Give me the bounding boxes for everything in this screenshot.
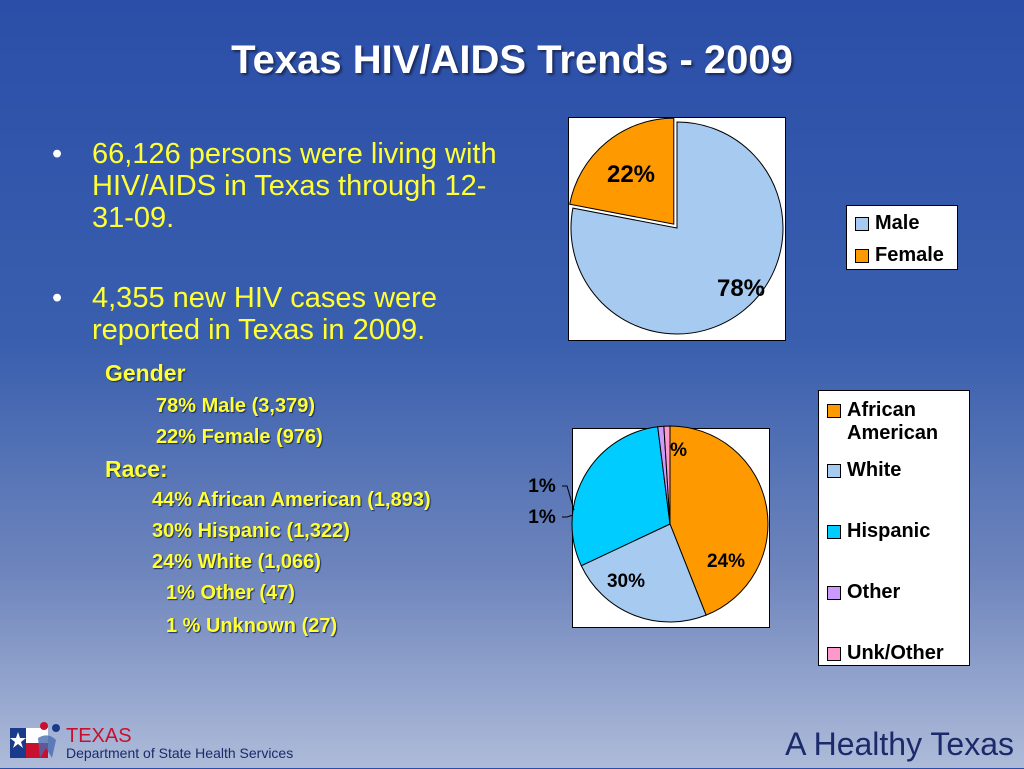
leader-line-other xyxy=(562,485,575,511)
legend-item-hispanic: Hispanic xyxy=(827,520,930,543)
gender-pie-chart-box: 78% 22% xyxy=(568,117,786,341)
race-pie-chart: 44%24%30%1%1% xyxy=(528,425,769,623)
gender-heading: Gender xyxy=(105,360,186,386)
pie-slice-white xyxy=(580,523,707,623)
org-state: TEXAS xyxy=(66,725,132,747)
texas-flag-people-logo-icon: TEXAS Department of State Health Service… xyxy=(10,722,293,761)
legend-label-unk-other: Unk/Other xyxy=(847,642,944,664)
legend-item-other: Other xyxy=(827,581,900,604)
legend-label-hispanic: Hispanic xyxy=(847,520,931,542)
bullet-new-cases: • 4,355 new HIV cases were reported in T… xyxy=(52,282,512,346)
pie-label-unk-other: 1% xyxy=(528,507,556,528)
bullet-living: • 66,126 persons were living with HIV/AI… xyxy=(52,138,512,234)
race-line-hispanic: 30% Hispanic (1,322) xyxy=(152,520,350,542)
gender-legend: Male Female xyxy=(846,205,958,270)
legend-swatch-african-american xyxy=(827,404,841,418)
legend-item-female: Female xyxy=(855,244,944,267)
pie-slice-unk-other xyxy=(663,425,671,525)
legend-swatch-unk-other xyxy=(827,647,841,661)
legend-swatch-hispanic xyxy=(827,525,841,539)
pie-label-female: 22% xyxy=(607,161,655,188)
legend-label-white: White xyxy=(847,459,902,481)
org-name: Department of State Health Services xyxy=(66,745,293,761)
race-heading: Race: xyxy=(105,456,168,482)
tagline: A Healthy Texas xyxy=(785,726,1014,762)
legend-swatch-female xyxy=(855,249,869,263)
legend-swatch-white xyxy=(827,464,841,478)
legend-item-male: Male xyxy=(855,212,919,235)
race-line-unknown: 1 % Unknown (27) xyxy=(166,615,338,637)
gender-female-line: 22% Female (976) xyxy=(156,426,323,448)
legend-swatch-other xyxy=(827,586,841,600)
legend-label-male: Male xyxy=(875,212,920,234)
bullet-dot: • xyxy=(52,138,63,170)
dshs-logo: TEXAS Department of State Health Service… xyxy=(8,718,308,769)
pie-label-male: 78% xyxy=(717,275,765,302)
legend-label-other: Other xyxy=(847,581,901,603)
pie-label-other: 1% xyxy=(528,476,556,497)
pie-slice-african-american xyxy=(669,425,769,616)
pie-slice-female xyxy=(569,117,675,225)
legend-item-white: White xyxy=(827,459,901,482)
gender-male-line: 78% Male (3,379) xyxy=(156,395,315,417)
pie-label-white: 24% xyxy=(707,551,745,572)
bullet-living-text: 66,126 persons were living with HIV/AIDS… xyxy=(92,138,497,234)
pie-label-hispanic: 30% xyxy=(607,571,645,592)
race-legend: African American White Hispanic Other Un… xyxy=(818,390,970,666)
race-line-african-american: 44% African American (1,893) xyxy=(152,489,431,511)
legend-label-female: Female xyxy=(875,244,944,266)
bullet-list: • 66,126 persons were living with HIV/AI… xyxy=(52,138,512,394)
leader-line-unk-other xyxy=(562,514,574,518)
legend-swatch-male xyxy=(855,217,869,231)
slide-title: Texas HIV/AIDS Trends - 2009 xyxy=(231,38,793,82)
pie-slice-hispanic xyxy=(571,426,671,567)
race-line-white: 24% White (1,066) xyxy=(152,551,321,573)
legend-item-african-american: African American xyxy=(827,399,965,445)
race-line-other: 1% Other (47) xyxy=(166,582,295,604)
legend-item-unk-other: Unk/Other xyxy=(827,642,944,665)
gender-pie-chart: 78% 22% xyxy=(569,117,784,335)
legend-label-african-american: African American xyxy=(847,399,939,444)
bullet-dot: • xyxy=(52,282,63,314)
bullet-new-cases-text: 4,355 new HIV cases were reported in Tex… xyxy=(92,282,437,346)
pie-slice-male xyxy=(570,121,784,335)
